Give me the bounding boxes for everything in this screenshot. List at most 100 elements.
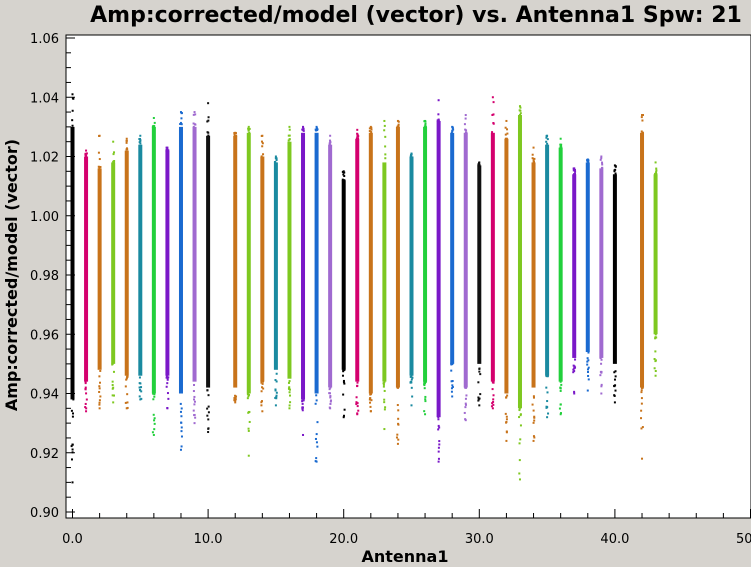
- data-point: [518, 109, 521, 112]
- data-point: [111, 363, 114, 366]
- data-point: [437, 416, 440, 419]
- data-point: [138, 382, 141, 385]
- data-point: [111, 384, 114, 387]
- data-point: [532, 409, 535, 412]
- data-point: [206, 414, 209, 417]
- data-point: [274, 155, 277, 158]
- data-band: [124, 150, 129, 376]
- data-point: [85, 410, 88, 413]
- data-point: [180, 421, 183, 424]
- data-point: [614, 172, 617, 175]
- data-band: [517, 115, 522, 409]
- data-point: [654, 359, 657, 362]
- data-point: [84, 388, 87, 391]
- data-point: [180, 112, 183, 115]
- data-band: [612, 174, 617, 364]
- data-point: [532, 435, 535, 438]
- data-point: [382, 383, 385, 386]
- data-point: [84, 152, 87, 155]
- data-point: [98, 401, 101, 404]
- data-point: [356, 128, 359, 131]
- x-axis-label: Antenna1: [362, 547, 449, 566]
- data-point: [504, 126, 507, 129]
- data-band: [287, 141, 292, 379]
- data-point: [640, 386, 643, 389]
- data-point: [396, 433, 399, 436]
- data-point: [124, 401, 127, 404]
- data-point: [112, 394, 115, 397]
- data-point: [260, 140, 263, 143]
- y-tick-label: 0.94: [30, 388, 59, 403]
- data-point: [518, 409, 521, 412]
- data-point: [194, 416, 197, 419]
- data-point: [423, 387, 426, 390]
- data-point: [165, 376, 168, 379]
- data-point: [126, 393, 129, 396]
- data-point: [341, 374, 344, 377]
- data-point: [275, 391, 278, 394]
- data-point: [600, 358, 603, 361]
- data-point: [451, 362, 454, 365]
- antenna-column: [260, 134, 265, 413]
- data-point: [71, 124, 74, 127]
- data-point: [599, 158, 602, 161]
- data-point: [410, 386, 413, 389]
- data-point: [260, 381, 263, 384]
- data-point: [329, 402, 332, 405]
- data-point: [655, 336, 658, 339]
- data-point: [532, 146, 535, 149]
- antenna-column: [178, 111, 183, 451]
- data-point: [492, 398, 495, 401]
- antenna-column: [287, 125, 292, 410]
- data-point: [314, 437, 317, 440]
- data-point: [275, 158, 278, 161]
- data-point: [85, 407, 88, 410]
- data-point: [315, 433, 318, 436]
- data-point: [152, 398, 155, 401]
- antenna-column: [341, 170, 346, 419]
- data-point: [153, 419, 156, 422]
- data-point: [532, 159, 535, 162]
- data-point: [273, 160, 276, 163]
- data-point: [492, 403, 495, 406]
- data-point: [234, 399, 237, 402]
- data-point: [262, 153, 265, 156]
- data-point: [247, 411, 250, 414]
- data-point: [640, 391, 643, 394]
- data-point: [152, 433, 155, 436]
- data-point: [464, 117, 467, 120]
- data-point: [477, 381, 480, 384]
- data-point: [437, 460, 440, 463]
- data-point: [192, 125, 195, 128]
- data-point: [193, 400, 196, 403]
- data-point: [437, 457, 440, 460]
- data-point: [519, 112, 522, 115]
- data-point: [343, 368, 346, 371]
- data-point: [125, 137, 128, 140]
- data-point: [654, 374, 657, 377]
- y-tick-label: 0.90: [30, 506, 59, 521]
- data-point: [166, 407, 169, 410]
- y-axis-label: Amp:corrected/model (vector): [2, 139, 21, 411]
- data-point: [261, 386, 264, 389]
- data-point: [655, 171, 658, 174]
- data-point: [71, 109, 74, 112]
- data-point: [329, 400, 332, 403]
- data-point: [72, 412, 75, 415]
- data-point: [139, 142, 142, 145]
- antenna-column: [206, 102, 211, 434]
- data-band: [368, 132, 373, 394]
- data-point: [586, 357, 589, 360]
- data-points: [70, 93, 658, 484]
- data-point: [180, 426, 183, 429]
- data-point: [410, 404, 413, 407]
- data-point: [601, 163, 604, 166]
- data-point: [383, 408, 386, 411]
- y-tick-label: 1.04: [30, 91, 59, 106]
- data-point: [573, 370, 576, 373]
- antenna-column: [233, 131, 238, 404]
- data-point: [504, 137, 507, 140]
- data-point: [450, 390, 453, 393]
- data-point: [586, 360, 589, 363]
- data-point: [234, 401, 237, 404]
